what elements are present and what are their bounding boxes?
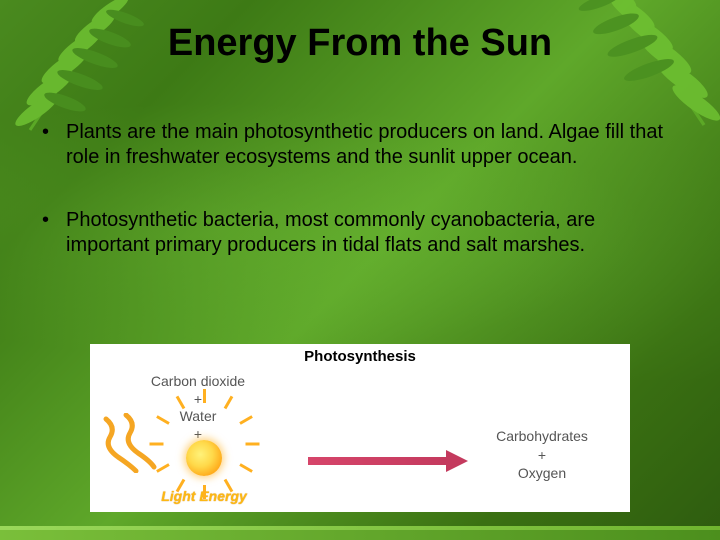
list-item: • Photosynthetic bacteria, most commonly… — [42, 208, 680, 258]
plus-icon: + — [472, 446, 612, 464]
list-item: • Plants are the main photosynthetic pro… — [42, 120, 680, 170]
bullet-icon: • — [42, 120, 66, 170]
footer-accent-bottom — [0, 530, 720, 540]
diagram-body: Carbon dioxide + Water + — [90, 365, 630, 512]
diagram-title: Photosynthesis — [90, 348, 630, 365]
diagram-outputs: Carbohydrates + Oxygen — [472, 427, 612, 482]
output-label: Oxygen — [472, 464, 612, 482]
bullet-list: • Plants are the main photosynthetic pro… — [42, 120, 680, 296]
bullet-text: Plants are the main photosynthetic produ… — [66, 120, 680, 170]
output-label: Carbohydrates — [472, 427, 612, 445]
bullet-icon: • — [42, 208, 66, 258]
photosynthesis-diagram: Photosynthesis Carbon dioxide + Water + — [90, 344, 630, 512]
arrow-icon — [308, 452, 468, 470]
plus-icon: + — [118, 391, 278, 409]
input-label: Carbon dioxide — [118, 373, 278, 391]
bullet-text: Photosynthetic bacteria, most commonly c… — [66, 208, 680, 258]
sun-graphic: Light Energy — [150, 430, 258, 504]
slide-title: Energy From the Sun — [0, 22, 720, 65]
sun-icon — [176, 430, 232, 486]
